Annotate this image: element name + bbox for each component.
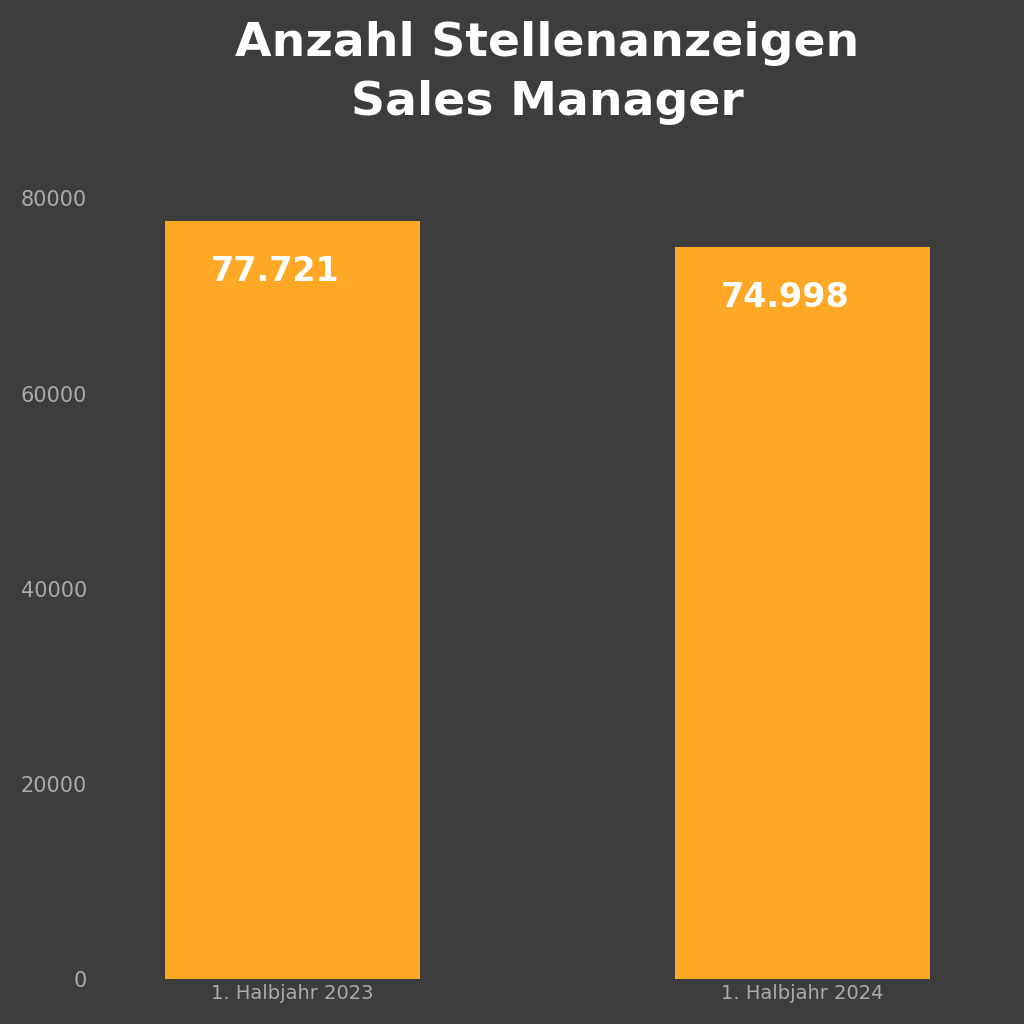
Bar — [675, 247, 930, 979]
Bar — [165, 220, 420, 979]
Text: 77.721: 77.721 — [211, 255, 340, 288]
Title: Anzahl Stellenanzeigen
Sales Manager: Anzahl Stellenanzeigen Sales Manager — [236, 20, 860, 125]
Text: 74.998: 74.998 — [721, 282, 850, 314]
